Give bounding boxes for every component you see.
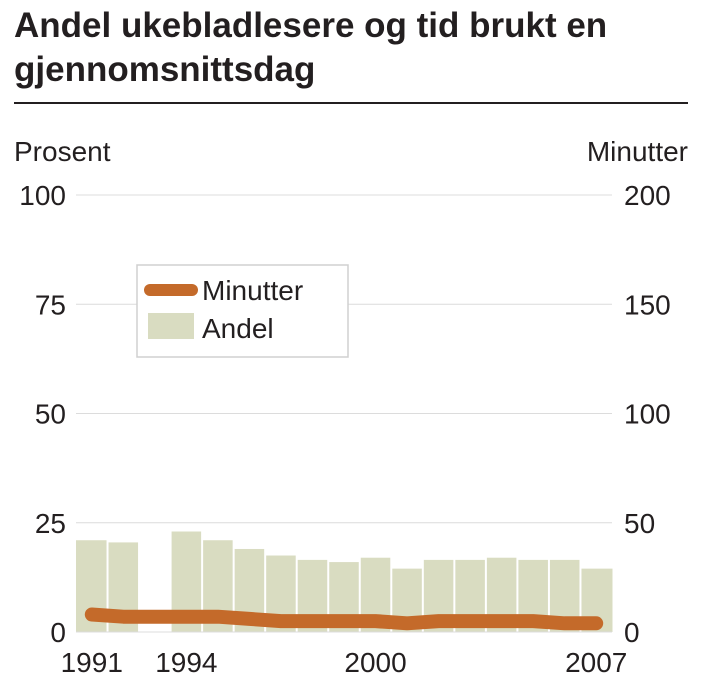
y-tick-label: 75 (35, 289, 66, 320)
legend-andel-label: Andel (202, 313, 274, 344)
gridlines (76, 194, 612, 633)
legend-box (136, 264, 349, 358)
title-rule (14, 102, 688, 104)
legend-andel-swatch (148, 313, 194, 339)
y2-tick-label: 150 (624, 289, 671, 320)
y2-tick-label: 200 (624, 180, 671, 211)
y2-tick-label: 0 (624, 617, 640, 648)
y-tick-label: 0 (50, 617, 66, 648)
chart-title: Andel ukebladlesere og tid brukt en gjen… (14, 6, 608, 89)
y-tick-label: 100 (19, 180, 66, 211)
y2-axis-label: Minutter (586, 136, 688, 167)
y2-tick-label: 50 (624, 508, 655, 539)
x-tick-label: 1991 (61, 647, 123, 678)
legend: Minutter Andel (136, 264, 349, 358)
y2-tick-label: 100 (624, 399, 671, 430)
y-tick-label: 25 (35, 508, 66, 539)
minutter-line (84, 607, 604, 631)
y-ticks: 0 25 50 75 100 (19, 180, 66, 648)
minutter-series (84, 607, 604, 631)
x-ticks: 1991 1994 2000 2007 (61, 647, 628, 678)
x-tick-label: 1994 (155, 647, 217, 678)
y-axis-label: Prosent (14, 136, 111, 167)
y-tick-label: 50 (35, 399, 66, 430)
legend-minutter-label: Minutter (202, 275, 303, 306)
x-tick-label: 2000 (344, 647, 406, 678)
y2-ticks: 0 50 100 150 200 (624, 180, 671, 648)
x-tick-label: 2007 (565, 647, 627, 678)
